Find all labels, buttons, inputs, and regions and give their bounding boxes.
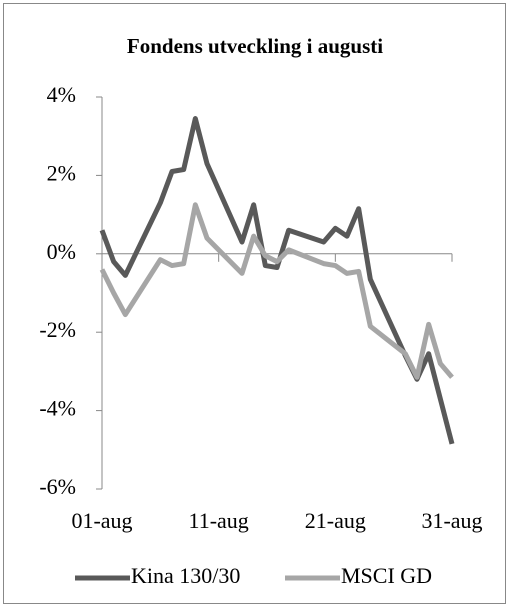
chart-title: Fondens utveckling i augusti (127, 34, 383, 58)
legend-label: MSCI GD (341, 563, 432, 588)
x-tick-label: 31-aug (421, 508, 482, 533)
y-tick-label: 0% (47, 239, 76, 264)
chart-border (3, 3, 506, 604)
y-tick-label: -6% (39, 474, 76, 499)
y-tick-label: 4% (47, 82, 76, 107)
y-tick-label: 2% (47, 160, 76, 185)
y-tick-label: -4% (39, 396, 76, 421)
x-tick-label: 01-aug (71, 508, 132, 533)
legend-label: Kina 130/30 (131, 563, 240, 588)
x-tick-label: 21-aug (305, 508, 366, 533)
x-tick-label: 11-aug (189, 508, 249, 533)
y-tick-label: -2% (39, 317, 76, 342)
series-line (99, 202, 454, 380)
